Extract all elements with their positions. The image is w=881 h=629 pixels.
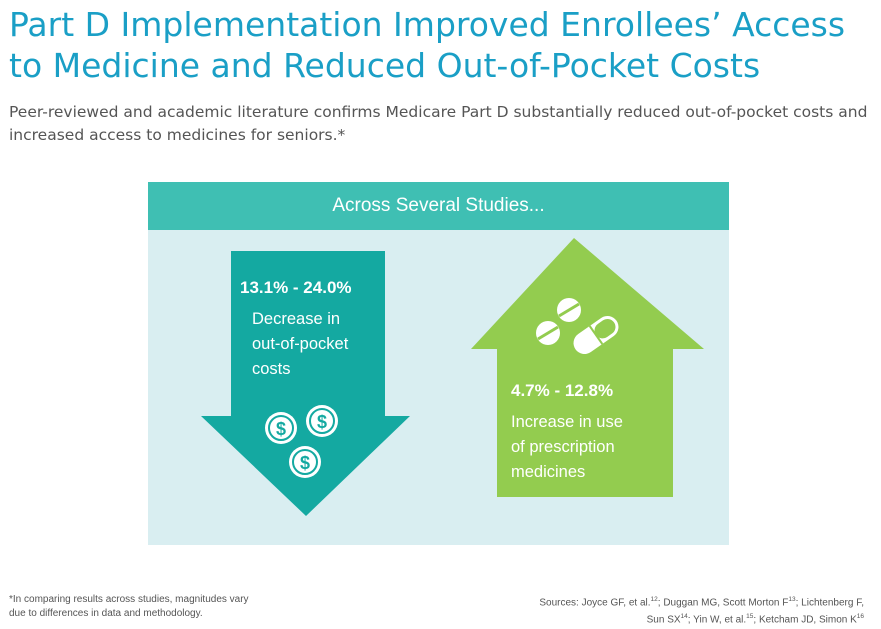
dollar-coin-icon-3: $ <box>289 446 321 478</box>
coin-symbol: $ <box>276 419 286 439</box>
up-arrow <box>471 238 704 497</box>
source-5: Yin W, et al. <box>693 614 747 626</box>
source-3: Lichtenberg F, <box>801 597 864 609</box>
coin-symbol: $ <box>317 412 327 432</box>
source-1: Joyce GF, et al. <box>581 597 651 609</box>
page-title: Part D Implementation Improved Enrollees… <box>9 5 846 85</box>
source-2-ref: 13 <box>788 596 796 603</box>
footnote: *In comparing results across studies, ma… <box>9 593 309 621</box>
increase-range: 4.7% - 12.8% <box>511 381 614 400</box>
arrows-graphic: $ $ $ <box>201 238 704 516</box>
dollar-coin-icon-2: $ <box>306 405 338 437</box>
sources: Sources: Joyce GF, et al.12; Duggan MG, … <box>444 593 864 628</box>
decrease-range: 13.1% - 24.0% <box>240 278 352 297</box>
footnote-line-2: due to differences in data and methodolo… <box>9 608 203 619</box>
down-arrow <box>201 251 410 516</box>
source-2: Duggan MG, Scott Morton F <box>663 597 789 609</box>
coin-symbol: $ <box>300 453 310 473</box>
source-5-ref: 15 <box>746 613 754 621</box>
source-6-ref: 16 <box>856 613 864 621</box>
footnote-line-1: *In comparing results across studies, ma… <box>9 594 249 605</box>
sources-line-2: Sun SX14; Yin W, et al.15; Ketcham JD, S… <box>646 613 864 626</box>
source-4-ref: 14 <box>680 613 688 621</box>
increase-line-1: Increase in use <box>511 413 623 431</box>
source-6: Ketcham JD, Simon K <box>758 614 857 626</box>
decrease-line-1: Decrease in <box>252 310 341 328</box>
decrease-line-2: out-of-pocket <box>252 335 349 353</box>
sources-line-1: Sources: Joyce GF, et al.12; Duggan MG, … <box>539 596 864 609</box>
dollar-coin-icon-1: $ <box>265 412 297 444</box>
increase-line-3: medicines <box>511 463 586 481</box>
source-1-ref: 12 <box>650 596 658 603</box>
page-subtitle: Peer-reviewed and academic literature co… <box>9 103 868 144</box>
sources-label: Sources: <box>539 597 579 609</box>
source-4: Sun SX <box>646 614 681 626</box>
studies-panel: Across Several Studies... $ $ $ <box>148 182 729 545</box>
decrease-line-3: costs <box>252 360 291 378</box>
increase-line-2: of prescription <box>511 438 615 456</box>
panel-header: Across Several Studies... <box>148 182 729 230</box>
pill-icon <box>536 298 619 355</box>
